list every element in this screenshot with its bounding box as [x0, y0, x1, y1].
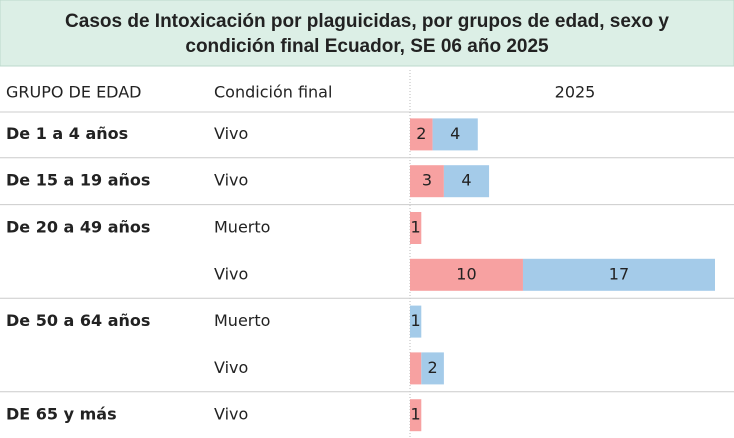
bar [410, 212, 422, 244]
value-label: 10 [456, 264, 476, 283]
condition-label: Vivo [214, 171, 248, 190]
condition-label: Muerto [214, 218, 270, 237]
bar [522, 258, 715, 291]
condition-label: Vivo [214, 124, 248, 143]
title-band [0, 0, 734, 67]
group-label: De 1 a 4 años [6, 124, 128, 143]
group-label: De 50 a 64 años [6, 311, 150, 330]
condition-label: Vivo [214, 358, 248, 377]
value-label: 1 [411, 218, 421, 237]
chart-title: Casos de Intoxicación por plaguicidas, p… [65, 11, 669, 32]
value-label: 1 [411, 311, 421, 330]
value-label: 1 [411, 405, 421, 424]
condition-label: Vivo [214, 264, 248, 283]
value-label: 4 [450, 124, 460, 143]
bar [410, 305, 422, 338]
chart-subtitle: condición final Ecuador, SE 06 año 2025 [185, 36, 549, 57]
header: 2025 [555, 83, 596, 102]
bar [410, 165, 444, 198]
group-label: De 15 a 19 años [6, 171, 150, 190]
header: Condición final [214, 83, 332, 102]
bar [410, 258, 523, 291]
bar [443, 165, 490, 198]
bar [410, 399, 422, 432]
bar [410, 352, 422, 385]
value-label: 4 [461, 171, 471, 190]
condition-label: Vivo [214, 405, 248, 424]
condition-label: Muerto [214, 311, 270, 330]
value-label: 2 [427, 358, 437, 377]
group-label: DE 65 y más [6, 405, 117, 424]
bar [421, 352, 444, 385]
bar [410, 118, 433, 151]
header: GRUPO DE EDAD [6, 83, 141, 102]
group-label: De 20 a 49 años [6, 218, 150, 237]
value-label: 2 [416, 124, 426, 143]
bar [432, 118, 478, 151]
value-label: 17 [609, 264, 629, 283]
value-label: 3 [422, 171, 432, 190]
